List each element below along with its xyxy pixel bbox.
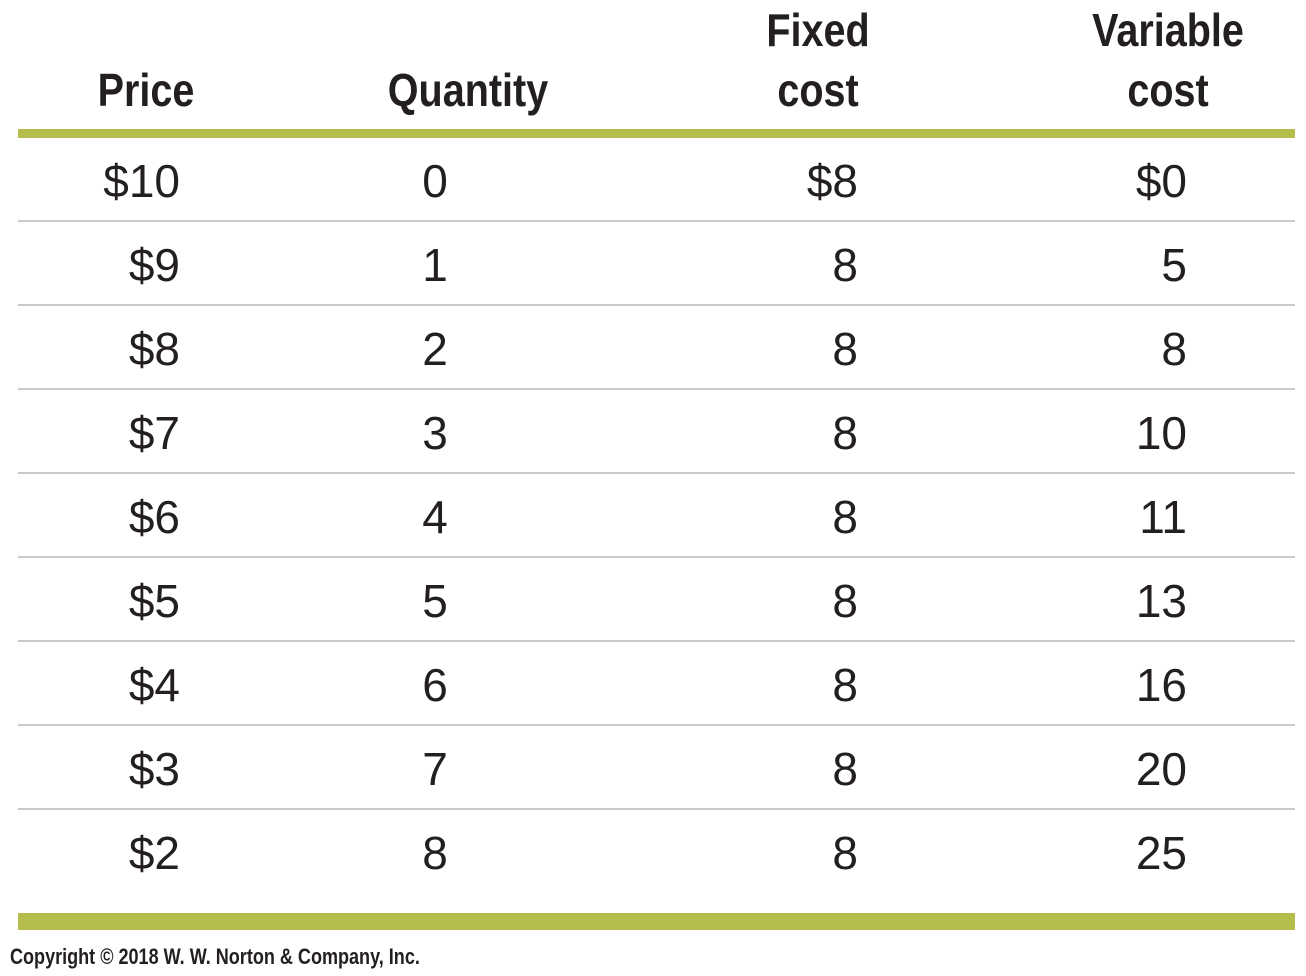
footer-rule	[18, 913, 1295, 930]
price-cell: $7	[128, 407, 180, 459]
table-row: $3 7 8 20	[18, 726, 1295, 810]
copyright-notice: Copyright © 2018 W. W. Norton & Company,…	[10, 944, 420, 969]
quantity-cell: 2	[422, 323, 448, 375]
table-body: $10 0 $8 $0 $9 1 8 5 $8 2 8 8 $7 3 8 10 …	[18, 138, 1295, 894]
variable-cost-cell: 11	[1139, 491, 1187, 543]
fixed-cost-cell: 8	[832, 827, 858, 879]
quantity-cell: 5	[422, 575, 448, 627]
variable-cost-cell: 25	[1135, 827, 1187, 879]
price-cell: $5	[128, 575, 180, 627]
header-price-line-1: Price	[97, 64, 195, 116]
variable-cost-cell: $0	[1135, 155, 1187, 207]
variable-cost-cell: 13	[1135, 575, 1187, 627]
cost-table: Price Quantity Fixed cost Variable cost …	[18, 0, 1295, 930]
quantity-cell: 4	[422, 491, 448, 543]
header-variable-cost: Variable cost	[1065, 0, 1271, 120]
header-rule	[18, 129, 1295, 138]
variable-cost-cell: 8	[1161, 323, 1187, 375]
fixed-cost-cell: 8	[832, 491, 858, 543]
price-cell: $3	[128, 743, 180, 795]
fixed-cost-cell: 8	[832, 743, 858, 795]
table-row: $8 2 8 8	[18, 306, 1295, 390]
variable-cost-cell: 10	[1135, 407, 1187, 459]
table-header: Price Quantity Fixed cost Variable cost	[18, 0, 1295, 130]
price-cell: $10	[103, 155, 180, 207]
fixed-cost-cell: 8	[832, 659, 858, 711]
price-cell: $2	[128, 827, 180, 879]
header-fixed-cost: Fixed cost	[732, 0, 904, 120]
price-cell: $4	[128, 659, 180, 711]
quantity-cell: 6	[422, 659, 448, 711]
quantity-cell: 3	[422, 407, 448, 459]
quantity-cell: 7	[422, 743, 448, 795]
variable-cost-cell: 20	[1135, 743, 1187, 795]
price-cell: $8	[128, 323, 180, 375]
fixed-cost-cell: $8	[806, 155, 858, 207]
fixed-cost-cell: 8	[832, 239, 858, 291]
fixed-cost-cell: 8	[832, 407, 858, 459]
header-fixed-cost-line-2: cost	[777, 64, 859, 116]
price-cell: $6	[128, 491, 180, 543]
quantity-cell: 0	[422, 155, 448, 207]
header-fixed-cost-line-1: Fixed	[766, 4, 870, 56]
header-quantity: Quantity	[348, 60, 589, 120]
variable-cost-cell: 16	[1135, 659, 1187, 711]
table-row: $4 6 8 16	[18, 642, 1295, 726]
header-variable-cost-line-2: cost	[1127, 64, 1209, 116]
fixed-cost-cell: 8	[832, 323, 858, 375]
table-row: $5 5 8 13	[18, 558, 1295, 642]
table-row: $10 0 $8 $0	[18, 138, 1295, 222]
quantity-cell: 8	[422, 827, 448, 879]
header-variable-cost-line-1: Variable	[1092, 4, 1244, 56]
header-price: Price	[69, 60, 224, 120]
table-row: $9 1 8 5	[18, 222, 1295, 306]
fixed-cost-cell: 8	[832, 575, 858, 627]
price-cell: $9	[128, 239, 180, 291]
table-row: $6 4 8 11	[18, 474, 1295, 558]
table-row: $7 3 8 10	[18, 390, 1295, 474]
table-row: $2 8 8 25	[18, 810, 1295, 894]
variable-cost-cell: 5	[1161, 239, 1187, 291]
header-quantity-line-1: Quantity	[387, 64, 549, 116]
quantity-cell: 1	[422, 239, 448, 291]
